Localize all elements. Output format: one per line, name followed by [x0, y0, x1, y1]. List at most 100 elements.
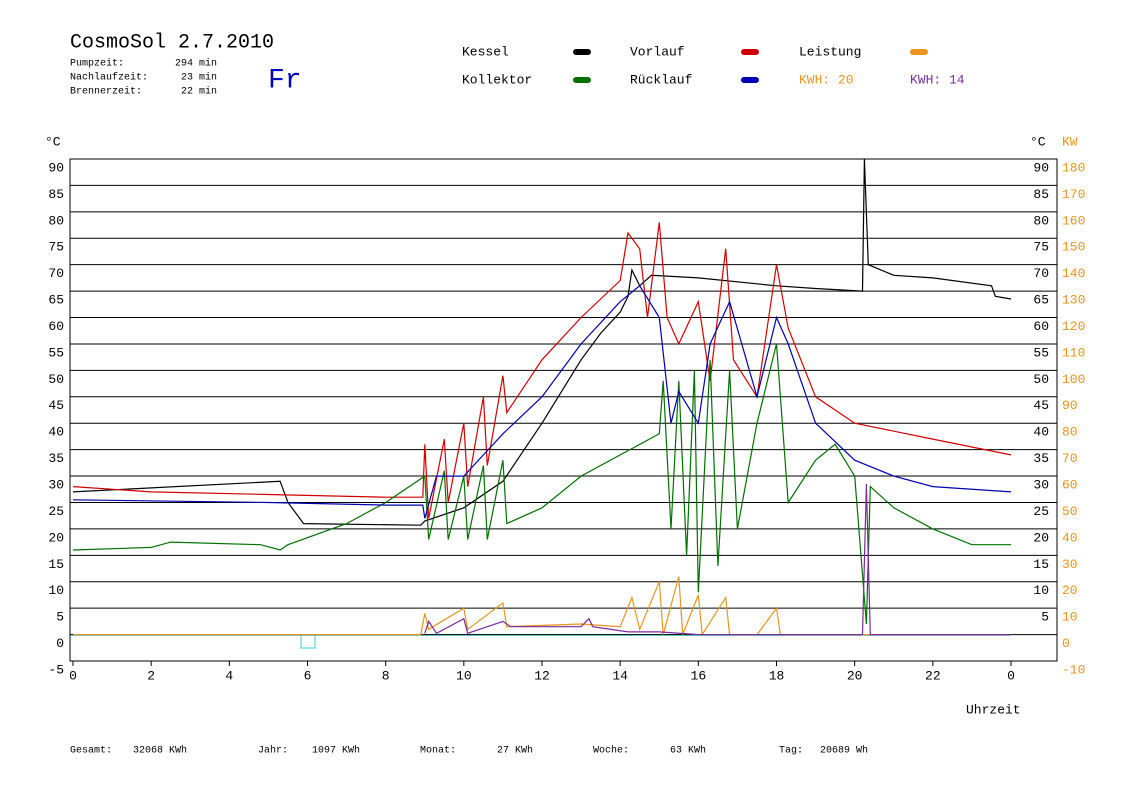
y2-tick-label: 90	[1062, 398, 1078, 413]
info-value: 23 min	[181, 72, 217, 84]
y-tick-label-right: 30	[1033, 477, 1049, 492]
y2-tick-label: 80	[1062, 425, 1078, 440]
y2-tick-label: 20	[1062, 583, 1078, 598]
y2-label: KW	[1062, 134, 1078, 149]
x-tick-label: 16	[691, 668, 707, 683]
y-tick-label-right: 70	[1033, 266, 1049, 281]
footer-label: Woche:	[593, 745, 629, 757]
footer-label: Tag:	[779, 746, 803, 757]
y-tick-label-right: 65	[1033, 293, 1049, 308]
y-tick-label: 20	[48, 530, 64, 545]
x-tick-label: 12	[534, 668, 550, 683]
y-label-right: °C	[1030, 134, 1046, 149]
kwh-label: KWH: 14	[910, 72, 965, 87]
y-tick-label-right: 40	[1033, 425, 1049, 440]
y2-tick-label: 140	[1062, 266, 1085, 281]
y-tick-label-right: 45	[1033, 398, 1049, 413]
y2-tick-label: 170	[1062, 187, 1085, 202]
day: Fr	[268, 65, 302, 96]
legend-label: Kessel	[462, 44, 509, 59]
y-tick-label: 0	[56, 636, 64, 651]
y-tick-label: 45	[48, 398, 64, 413]
x-label: Uhrzeit	[966, 702, 1021, 717]
y-tick-label: 80	[48, 213, 64, 228]
y2-tick-label: 160	[1062, 213, 1085, 228]
y-tick-label-right: 75	[1033, 240, 1049, 255]
x-tick-label: 0	[69, 668, 77, 683]
series-line	[72, 284, 1012, 519]
info-value: 294 min	[175, 58, 217, 70]
footer-value: 63 KWh	[670, 745, 706, 757]
legend-label: Kollektor	[462, 72, 532, 87]
x-tick-label: 20	[847, 668, 863, 683]
y-tick-label-right: 60	[1033, 319, 1049, 334]
y2-tick-label: 40	[1062, 530, 1078, 545]
y-tick-label-right: 55	[1033, 345, 1049, 360]
y-tick-label: 60	[48, 319, 64, 334]
y2-tick-label: 60	[1062, 477, 1078, 492]
y-tick-label: 85	[48, 187, 64, 202]
y-tick-label-right: 20	[1033, 530, 1049, 545]
y-tick-label-right: 80	[1033, 213, 1049, 228]
y2-tick-label: 130	[1062, 293, 1085, 308]
y-tick-label-right: 35	[1033, 451, 1049, 466]
y-tick-label: 35	[48, 451, 64, 466]
x-tick-label: 4	[225, 668, 233, 683]
footer-value: 27 KWh	[497, 745, 533, 757]
y2-tick-label: 50	[1062, 504, 1078, 519]
y2-tick-label: 70	[1062, 451, 1078, 466]
x-tick-label: 22	[925, 668, 941, 683]
y-tick-label-right: 85	[1033, 187, 1049, 202]
x-tick-label: 14	[612, 668, 628, 683]
y2-tick-label: 110	[1062, 345, 1085, 360]
y-tick-label: 55	[48, 345, 64, 360]
info-value: 22 min	[181, 86, 217, 98]
legend-label: Leistung	[799, 44, 861, 59]
y-tick-label: 75	[48, 240, 64, 255]
y-tick-label-right: 50	[1033, 372, 1049, 387]
y2-tick-label: 0	[1062, 636, 1070, 651]
y-tick-label: 25	[48, 504, 64, 519]
footer-value: 20689 Wh	[820, 745, 868, 757]
info-label: Nachlaufzeit:	[70, 72, 148, 84]
y2-tick-label: 30	[1062, 557, 1078, 572]
y2-tick-label: 10	[1062, 610, 1078, 625]
x-tick-label: 18	[769, 668, 785, 683]
kwh-label: KWH: 20	[799, 72, 854, 87]
y-tick-label-right: 5	[1041, 610, 1049, 625]
y-tick-label: 70	[48, 266, 64, 281]
y-tick-label: -5	[48, 662, 64, 677]
y-label: °C	[45, 134, 61, 149]
series-line	[424, 483, 1011, 636]
y2-tick-label: 180	[1062, 160, 1085, 175]
info-label: Pumpzeit:	[70, 58, 124, 70]
y-tick-label: 15	[48, 557, 64, 572]
x-tick-label: 8	[382, 668, 390, 683]
series-line	[72, 343, 1011, 625]
footer-label: Monat:	[420, 746, 456, 757]
y-tick-label: 10	[48, 583, 64, 598]
y2-tick-label: 120	[1062, 319, 1085, 334]
y-tick-label-right: 90	[1033, 160, 1049, 175]
y2-tick-label: 150	[1062, 240, 1085, 255]
y-tick-label: 5	[56, 610, 64, 625]
y-tick-label-right: 15	[1033, 557, 1049, 572]
footer-label: Gesamt:	[70, 746, 112, 757]
title: CosmoSol 2.7.2010	[70, 31, 274, 54]
y-tick-label: 50	[48, 372, 64, 387]
y-tick-label-right: 10	[1033, 583, 1049, 598]
y-tick-label-right: 25	[1033, 504, 1049, 519]
y-tick-label: 90	[48, 160, 64, 175]
series-line	[72, 222, 1012, 519]
legend-label: Vorlauf	[630, 44, 685, 59]
y-tick-label: 40	[48, 425, 64, 440]
x-tick-label: 0	[1007, 668, 1015, 683]
footer-label: Jahr:	[258, 745, 288, 757]
x-tick-label: 2	[147, 668, 155, 683]
y-tick-label: 30	[48, 477, 64, 492]
y-tick-label: 65	[48, 293, 64, 308]
footer-value: 1097 KWh	[312, 745, 360, 757]
